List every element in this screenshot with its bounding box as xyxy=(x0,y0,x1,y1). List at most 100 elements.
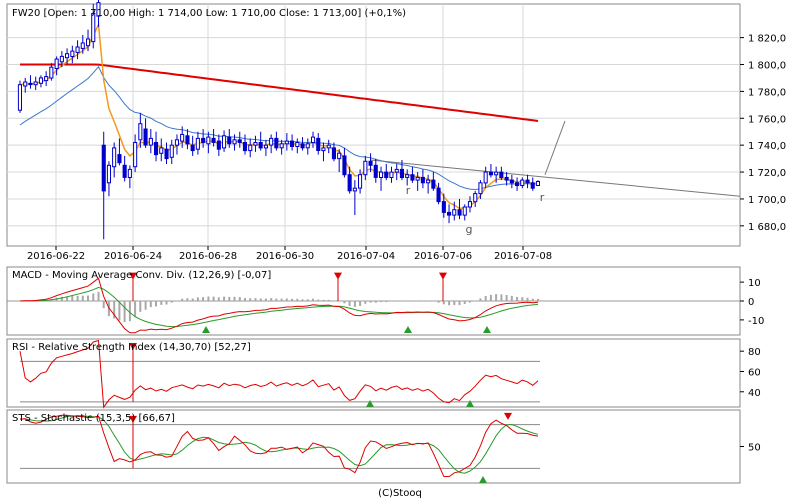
macd-hist-bar-54 xyxy=(301,299,304,301)
macd-hist-bar-41 xyxy=(233,296,236,301)
candle-body-30 xyxy=(174,139,179,146)
macd-hist-bar-78 xyxy=(427,300,430,302)
candle-body-85 xyxy=(462,206,467,216)
candle-body-72 xyxy=(394,168,399,173)
candle-body-64 xyxy=(352,187,357,192)
macd-hist-bar-81 xyxy=(442,301,445,305)
candle-body-35 xyxy=(201,137,206,143)
sts-title: STS - Stochastic (15,3,5) [66,67] xyxy=(12,413,175,424)
macd-hist-bar-53 xyxy=(296,298,299,301)
macd-ytick-label-0: 10 xyxy=(748,278,761,289)
macd-hist-bar-49 xyxy=(275,298,278,301)
macd-hist-bar-97 xyxy=(526,297,529,301)
macd-hist-bar-27 xyxy=(160,301,163,305)
candle-body-82 xyxy=(447,211,452,216)
date-tick-label-2: 2016-06-28 xyxy=(179,251,237,262)
macd-hist-bar-35 xyxy=(202,297,205,301)
sts-panel: STS - Stochastic (15,3,5) [66,67] 50 xyxy=(6,409,761,484)
candle-body-65 xyxy=(358,174,363,189)
candle-body-53 xyxy=(295,142,300,147)
candle-body-67 xyxy=(368,160,373,166)
macd-hist-bar-83 xyxy=(453,301,456,306)
candle-body-22 xyxy=(133,142,138,168)
candle-body-88 xyxy=(478,182,483,195)
candle-body-68 xyxy=(373,164,378,178)
candle-body-39 xyxy=(222,135,227,149)
candle-body-44 xyxy=(248,144,253,152)
macd-hist-bar-38 xyxy=(217,297,220,301)
macd-hist-bar-29 xyxy=(170,301,173,303)
candle-body-98 xyxy=(530,182,535,189)
macd-hist-bar-51 xyxy=(285,298,288,301)
macd-hist-bar-89 xyxy=(484,296,487,301)
price-ytick-label-0: 1 820,0 xyxy=(748,34,786,45)
macd-hist-bar-98 xyxy=(531,298,534,301)
macd-panel: MACD - Moving Average Conv. Div. (12,26,… xyxy=(6,266,764,336)
candle-body-9 xyxy=(65,53,70,59)
candle-body-70 xyxy=(384,171,389,179)
macd-sell-marker-0 xyxy=(129,272,137,280)
candle-body-66 xyxy=(363,160,368,176)
macd-hist-bar-44 xyxy=(249,298,252,301)
candle-body-45 xyxy=(253,142,258,146)
sts-ytick-label-0: 50 xyxy=(748,443,761,454)
candle-body-54 xyxy=(300,143,305,149)
candle-body-14 xyxy=(91,12,96,43)
candle-body-2 xyxy=(28,82,33,86)
candle-body-74 xyxy=(405,174,410,178)
macd-hist-bar-60 xyxy=(332,301,335,302)
sts-buy-marker xyxy=(479,476,487,483)
candle-body-92 xyxy=(499,171,504,179)
candle-body-73 xyxy=(399,168,404,178)
macd-hist-bar-76 xyxy=(416,300,419,301)
macd-hist-bar-82 xyxy=(448,301,451,306)
candle-body-37 xyxy=(211,137,216,143)
macd-hist-bar-87 xyxy=(474,300,477,302)
macd-hist-bar-24 xyxy=(144,301,147,310)
candle-body-91 xyxy=(494,171,499,176)
candle-body-58 xyxy=(321,147,326,152)
macd-hist-bar-46 xyxy=(259,298,262,301)
rsi-y-ticks: 80 60 40 xyxy=(740,347,761,399)
rsi-title: RSI - Relative Strength Index (14,30,70)… xyxy=(12,342,251,353)
macd-buy-marker-0 xyxy=(202,326,210,333)
date-tick-label-0: 2016-06-22 xyxy=(27,251,85,262)
macd-hist-bar-90 xyxy=(489,294,492,301)
rsi-ytick-label-0: 80 xyxy=(748,347,761,358)
price-ytick-label-5: 1 720,0 xyxy=(748,168,786,179)
price-ytick-label-1: 1 800,0 xyxy=(748,61,786,72)
ma-slow-line xyxy=(20,63,539,122)
candle-body-61 xyxy=(337,152,342,160)
candle-body-93 xyxy=(504,176,509,181)
candle-body-71 xyxy=(389,171,394,179)
candle-body-7 xyxy=(54,58,59,69)
candle-body-42 xyxy=(237,139,242,144)
candle-body-84 xyxy=(457,209,462,216)
candle-body-32 xyxy=(185,135,190,145)
price-ytick-label-7: 1 680,0 xyxy=(748,222,786,233)
price-marks: r g r xyxy=(17,0,741,240)
candle-body-43 xyxy=(242,142,247,152)
candle-body-59 xyxy=(326,144,331,149)
macd-hist-bar-34 xyxy=(196,297,199,301)
candle-body-89 xyxy=(483,171,488,184)
macd-hist-bar-88 xyxy=(479,298,482,301)
macd-hist-bar-79 xyxy=(432,301,435,302)
macd-hist-bar-50 xyxy=(280,298,283,301)
candle-body-47 xyxy=(263,144,268,149)
candle-body-51 xyxy=(284,140,289,145)
macd-hist-bar-21 xyxy=(128,301,131,322)
macd-hist-bar-52 xyxy=(291,298,294,301)
sts-k-line xyxy=(19,414,539,478)
candle-body-16 xyxy=(101,144,106,192)
candle-body-78 xyxy=(426,179,431,184)
rsi-line xyxy=(19,339,539,409)
rsi-panel: RSI - Relative Strength Index (14,30,70)… xyxy=(6,338,761,409)
sts-sell-marker-1 xyxy=(504,412,512,420)
copyright-text: (C)Stooq xyxy=(378,488,422,499)
candle-body-52 xyxy=(290,140,295,148)
candle-body-57 xyxy=(316,137,321,151)
candle-body-25 xyxy=(148,137,153,146)
candle-body-8 xyxy=(59,55,64,63)
